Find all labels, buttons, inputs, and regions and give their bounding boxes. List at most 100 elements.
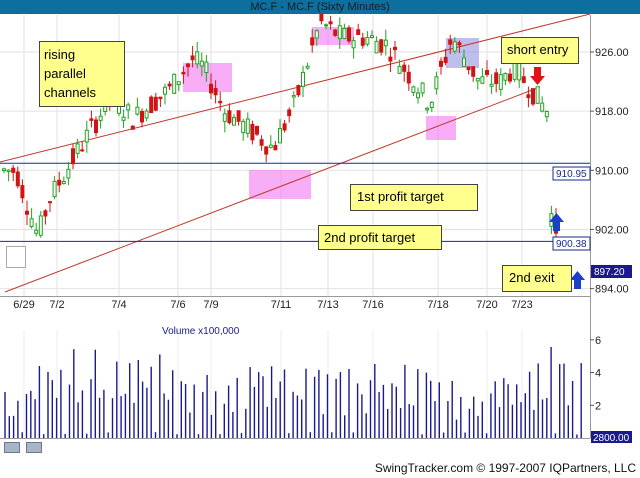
candle-body: [374, 40, 379, 54]
candle-body: [402, 64, 407, 72]
candle-body: [209, 83, 213, 94]
level-price-tag: [552, 166, 591, 181]
annotation-first-target: 1st profit target: [350, 184, 478, 211]
candle-body: [351, 40, 356, 49]
price-tick-label: 894.00: [595, 284, 629, 296]
candle-body: [448, 39, 453, 45]
candle-body: [466, 66, 471, 71]
candle-body: [457, 42, 462, 46]
price-tick-label: 910.00: [595, 165, 629, 177]
candle-body: [521, 76, 526, 83]
volume-tick-label: 4: [595, 368, 601, 380]
candle-body: [232, 116, 236, 126]
candle-body: [130, 125, 135, 130]
x-tick-label: 7/16: [362, 299, 383, 311]
candle-body: [324, 24, 328, 27]
candle-body: [48, 201, 52, 204]
title-bar: MC.F - MC.F (Sixty Minutes): [0, 0, 640, 14]
candle-body: [121, 116, 126, 121]
candle-body: [153, 96, 158, 111]
candle-body: [158, 96, 163, 100]
candle-body: [25, 210, 29, 215]
candle-body: [347, 27, 351, 42]
candle-body: [517, 62, 522, 81]
candle-body: [388, 56, 393, 62]
candle-body: [356, 29, 361, 35]
x-tick-label: 7/9: [203, 299, 218, 311]
candle-body: [167, 83, 172, 87]
candle-body: [319, 14, 324, 22]
chart-options-icon[interactable]: [6, 246, 26, 268]
candle-body: [379, 39, 384, 53]
candle-body: [278, 128, 282, 144]
candle-body: [296, 85, 301, 96]
x-tick-label: 7/6: [170, 299, 185, 311]
level-price-value: 900.38: [556, 239, 587, 250]
lower-channel-line: [4, 86, 541, 293]
candle-body: [66, 168, 71, 179]
candle-body: [84, 129, 89, 143]
copyright-credit: SwingTracker.com © 1997-2007 IQPartners,…: [374, 461, 636, 475]
candle-body: [287, 109, 292, 117]
candle-body: [480, 76, 485, 84]
candle-body: [333, 29, 338, 36]
candle-body: [393, 46, 397, 51]
candle-body: [540, 102, 545, 112]
level-price-tag: [552, 236, 591, 251]
candle-body: [489, 83, 494, 87]
candle-body: [2, 168, 6, 172]
candle-body: [434, 76, 439, 90]
candle-body: [94, 119, 98, 134]
level-price-value: 910.95: [556, 169, 587, 180]
annotation-short-entry: short entry: [501, 37, 579, 64]
candle-body: [485, 70, 489, 75]
candle-body: [29, 218, 34, 227]
candle-body: [475, 77, 480, 82]
candle-body: [452, 41, 457, 52]
candle-body: [149, 96, 154, 114]
candle-body: [264, 146, 269, 155]
candle-body: [429, 101, 434, 108]
x-tick-label: 6/29: [13, 299, 34, 311]
zoom-controls: [4, 440, 44, 458]
volume-tick-label: 6: [595, 335, 601, 347]
candle-body: [89, 118, 94, 121]
zoom-out-icon[interactable]: [26, 442, 43, 453]
candle-body: [195, 51, 200, 65]
candle-body: [411, 86, 416, 93]
candle-body: [462, 57, 466, 67]
x-tick-label: 7/18: [427, 299, 448, 311]
candle-body: [498, 74, 503, 90]
zoom-in-icon[interactable]: [4, 442, 20, 453]
x-tick-label: 7/11: [271, 299, 292, 311]
candle-body: [6, 169, 11, 173]
short-entry-arrow: [530, 67, 545, 85]
candle-body: [273, 145, 278, 151]
candle-body: [328, 21, 333, 25]
candle-body: [503, 72, 508, 81]
candle-body: [213, 88, 218, 96]
candle-body: [38, 215, 43, 236]
x-tick-label: 7/2: [49, 299, 64, 311]
candle-body: [406, 71, 411, 84]
candle-body: [305, 65, 310, 69]
candle-body: [218, 100, 223, 104]
candle-body: [57, 179, 62, 186]
candle-body: [310, 37, 315, 46]
candle-body: [15, 171, 20, 187]
candle-body: [259, 139, 264, 146]
window-title: MC.F - MC.F (Sixty Minutes): [250, 1, 390, 13]
candle-body: [98, 115, 103, 121]
price-tick-label: 902.00: [595, 224, 629, 236]
candle-body: [508, 73, 512, 82]
candle-body: [383, 39, 388, 47]
highlight-box: [426, 116, 456, 140]
candle-body: [71, 148, 75, 165]
candle-body: [34, 229, 39, 234]
candle-body: [204, 61, 209, 74]
x-tick-label: 7/23: [511, 299, 532, 311]
candle-body: [291, 95, 296, 98]
second-exit-arrow: [570, 271, 585, 289]
footer: SwingTracker.com © 1997-2007 IQPartners,…: [0, 458, 640, 478]
candle-body: [544, 110, 549, 118]
